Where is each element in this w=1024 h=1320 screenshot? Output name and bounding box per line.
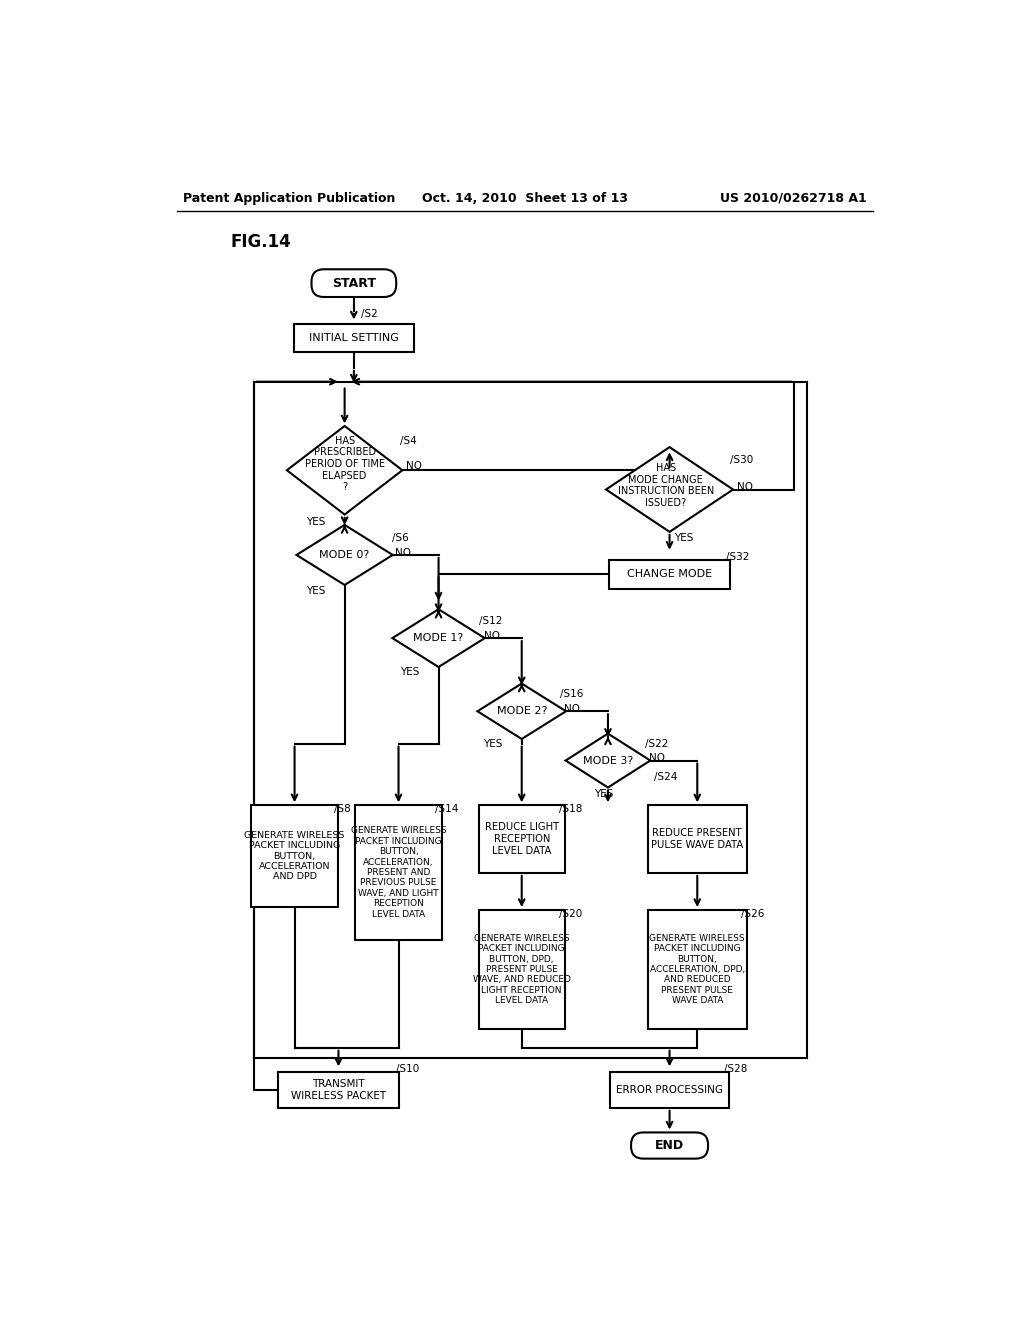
Text: /S10: /S10 <box>396 1064 420 1073</box>
Text: GENERATE WIRELESS
PACKET INCLUDING
BUTTON, DPD,
PRESENT PULSE
WAVE, AND REDUCED
: GENERATE WIRELESS PACKET INCLUDING BUTTO… <box>473 933 570 1006</box>
Text: START: START <box>332 277 376 289</box>
FancyBboxPatch shape <box>608 560 730 589</box>
Text: /S16: /S16 <box>560 689 584 700</box>
Text: MODE 2?: MODE 2? <box>497 706 547 717</box>
Polygon shape <box>392 610 484 667</box>
Text: /S18: /S18 <box>558 804 582 814</box>
Text: /S30: /S30 <box>729 455 753 465</box>
Text: MODE 1?: MODE 1? <box>414 634 464 643</box>
Polygon shape <box>565 734 650 788</box>
FancyBboxPatch shape <box>252 805 338 907</box>
Text: /S20: /S20 <box>559 908 582 919</box>
Polygon shape <box>606 447 733 532</box>
FancyBboxPatch shape <box>294 323 414 351</box>
Text: INITIAL SETTING: INITIAL SETTING <box>309 333 398 343</box>
Text: NO: NO <box>395 548 412 557</box>
Text: /S28: /S28 <box>724 1064 748 1073</box>
FancyBboxPatch shape <box>610 1072 729 1107</box>
Text: REDUCE PRESENT
PULSE WAVE DATA: REDUCE PRESENT PULSE WAVE DATA <box>651 828 743 850</box>
Text: FIG.14: FIG.14 <box>230 232 292 251</box>
Text: YES: YES <box>674 533 693 543</box>
Text: Oct. 14, 2010  Sheet 13 of 13: Oct. 14, 2010 Sheet 13 of 13 <box>422 191 628 205</box>
Polygon shape <box>477 684 566 739</box>
Text: MODE 3?: MODE 3? <box>583 755 633 766</box>
Text: YES: YES <box>482 739 502 750</box>
Text: NO: NO <box>564 704 580 714</box>
Text: END: END <box>655 1139 684 1152</box>
Text: Patent Application Publication: Patent Application Publication <box>183 191 395 205</box>
Text: /S14: /S14 <box>435 804 459 814</box>
Text: GENERATE WIRELESS
PACKET INCLUDING
BUTTON,
ACCELERATION,
PRESENT AND
PREVIOUS PU: GENERATE WIRELESS PACKET INCLUDING BUTTO… <box>350 826 446 919</box>
FancyBboxPatch shape <box>478 909 565 1030</box>
Text: YES: YES <box>306 586 325 597</box>
Text: REDUCE LIGHT
RECEPTION
LEVEL DATA: REDUCE LIGHT RECEPTION LEVEL DATA <box>484 822 559 855</box>
Text: /S12: /S12 <box>479 616 503 626</box>
FancyBboxPatch shape <box>648 805 746 873</box>
Text: US 2010/0262718 A1: US 2010/0262718 A1 <box>720 191 866 205</box>
Text: /S26: /S26 <box>741 908 764 919</box>
FancyBboxPatch shape <box>631 1133 708 1159</box>
FancyBboxPatch shape <box>648 909 746 1030</box>
Text: /S2: /S2 <box>360 309 378 319</box>
Text: CHANGE MODE: CHANGE MODE <box>627 569 712 579</box>
Text: HAS
PRESCRIBED
PERIOD OF TIME
ELAPSED
?: HAS PRESCRIBED PERIOD OF TIME ELAPSED ? <box>304 436 385 492</box>
FancyBboxPatch shape <box>478 805 565 873</box>
Text: /S22: /S22 <box>645 739 668 748</box>
Text: NO: NO <box>406 462 422 471</box>
Text: MODE 0?: MODE 0? <box>319 550 370 560</box>
Text: HAS
MODE CHANGE
INSTRUCTION BEEN
ISSUED?: HAS MODE CHANGE INSTRUCTION BEEN ISSUED? <box>617 463 714 508</box>
Text: /S8: /S8 <box>334 804 350 814</box>
Text: /S6: /S6 <box>392 533 409 543</box>
Text: NO: NO <box>484 631 501 640</box>
Polygon shape <box>297 525 393 585</box>
Text: TRANSMIT
WIRELESS PACKET: TRANSMIT WIRELESS PACKET <box>291 1080 386 1101</box>
Polygon shape <box>287 426 402 515</box>
FancyBboxPatch shape <box>311 269 396 297</box>
Text: /S24: /S24 <box>654 772 678 783</box>
Text: NO: NO <box>649 754 666 763</box>
Text: /S4: /S4 <box>400 436 417 446</box>
Text: GENERATE WIRELESS
PACKET INCLUDING
BUTTON,
ACCELERATION, DPD,
AND REDUCED
PRESEN: GENERATE WIRELESS PACKET INCLUDING BUTTO… <box>649 933 745 1006</box>
Text: GENERATE WIRELESS
PACKET INCLUDING
BUTTON,
ACCELERATION
AND DPD: GENERATE WIRELESS PACKET INCLUDING BUTTO… <box>245 830 345 882</box>
Text: /S32: /S32 <box>726 552 749 562</box>
Text: ERROR PROCESSING: ERROR PROCESSING <box>616 1085 723 1096</box>
Text: YES: YES <box>399 667 419 677</box>
FancyBboxPatch shape <box>355 805 441 940</box>
Text: YES: YES <box>594 788 613 799</box>
Text: YES: YES <box>306 517 325 527</box>
FancyBboxPatch shape <box>278 1072 399 1107</box>
Text: NO: NO <box>737 482 753 492</box>
